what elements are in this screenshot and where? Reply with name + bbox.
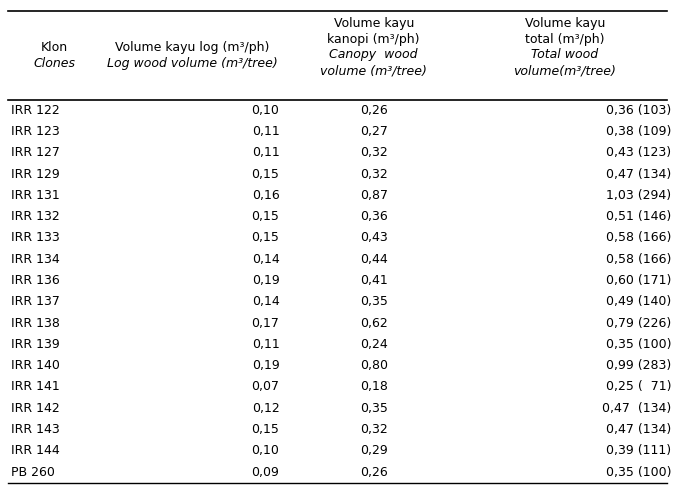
Text: 0,32: 0,32 bbox=[360, 146, 387, 160]
Text: 0,35: 0,35 bbox=[360, 295, 387, 308]
Text: 0,27: 0,27 bbox=[360, 125, 387, 138]
Text: 0,62: 0,62 bbox=[360, 317, 387, 329]
Text: 0,10: 0,10 bbox=[252, 445, 279, 457]
Text: 0,35 (100): 0,35 (100) bbox=[606, 338, 672, 351]
Text: 0,60 (171): 0,60 (171) bbox=[606, 274, 672, 287]
Text: 0,14: 0,14 bbox=[252, 253, 279, 266]
Text: 0,43: 0,43 bbox=[360, 232, 387, 245]
Text: 0,87: 0,87 bbox=[360, 189, 387, 202]
Text: 0,29: 0,29 bbox=[360, 445, 387, 457]
Text: 0,15: 0,15 bbox=[252, 210, 279, 223]
Text: 0,79 (226): 0,79 (226) bbox=[606, 317, 672, 329]
Text: 0,09: 0,09 bbox=[252, 466, 279, 479]
Text: 0,12: 0,12 bbox=[252, 402, 279, 415]
Text: 0,15: 0,15 bbox=[252, 167, 279, 181]
Text: IRR 129: IRR 129 bbox=[11, 167, 60, 181]
Text: IRR 133: IRR 133 bbox=[11, 232, 60, 245]
Text: IRR 134: IRR 134 bbox=[11, 253, 60, 266]
Text: IRR 127: IRR 127 bbox=[11, 146, 60, 160]
Text: IRR 132: IRR 132 bbox=[11, 210, 60, 223]
Text: volume (m³/tree): volume (m³/tree) bbox=[321, 64, 427, 77]
Text: 0,19: 0,19 bbox=[252, 274, 279, 287]
Text: 0,58 (166): 0,58 (166) bbox=[606, 232, 672, 245]
Text: 0,35 (100): 0,35 (100) bbox=[606, 466, 672, 479]
Text: 0,35: 0,35 bbox=[360, 402, 387, 415]
Text: volume(m³/tree): volume(m³/tree) bbox=[514, 64, 616, 77]
Text: 0,99 (283): 0,99 (283) bbox=[606, 359, 672, 372]
Text: 0,10: 0,10 bbox=[252, 104, 279, 117]
Text: IRR 139: IRR 139 bbox=[11, 338, 60, 351]
Text: IRR 138: IRR 138 bbox=[11, 317, 60, 329]
Text: 0,47 (134): 0,47 (134) bbox=[606, 423, 672, 436]
Text: 1,03 (294): 1,03 (294) bbox=[606, 189, 672, 202]
Text: 0,38 (109): 0,38 (109) bbox=[606, 125, 672, 138]
Text: Volume kayu: Volume kayu bbox=[333, 17, 414, 30]
Text: 0,11: 0,11 bbox=[252, 146, 279, 160]
Text: PB 260: PB 260 bbox=[11, 466, 55, 479]
Text: 0,18: 0,18 bbox=[360, 380, 387, 394]
Text: 0,16: 0,16 bbox=[252, 189, 279, 202]
Text: Volume kayu log (m³/ph): Volume kayu log (m³/ph) bbox=[115, 41, 270, 54]
Text: IRR 144: IRR 144 bbox=[11, 445, 60, 457]
Text: Total wood: Total wood bbox=[531, 48, 598, 61]
Text: 0,17: 0,17 bbox=[252, 317, 279, 329]
Text: IRR 136: IRR 136 bbox=[11, 274, 60, 287]
Text: 0,24: 0,24 bbox=[360, 338, 387, 351]
Text: 0,15: 0,15 bbox=[252, 423, 279, 436]
Text: 0,47  (134): 0,47 (134) bbox=[602, 402, 672, 415]
Text: 0,80: 0,80 bbox=[360, 359, 387, 372]
Text: 0,51 (146): 0,51 (146) bbox=[606, 210, 672, 223]
Text: 0,36 (103): 0,36 (103) bbox=[606, 104, 672, 117]
Text: 0,41: 0,41 bbox=[360, 274, 387, 287]
Text: 0,49 (140): 0,49 (140) bbox=[606, 295, 672, 308]
Text: 0,26: 0,26 bbox=[360, 104, 387, 117]
Text: Clones: Clones bbox=[33, 57, 75, 70]
Text: 0,19: 0,19 bbox=[252, 359, 279, 372]
Text: 0,26: 0,26 bbox=[360, 466, 387, 479]
Text: 0,25 (  71): 0,25 ( 71) bbox=[606, 380, 672, 394]
Text: 0,47 (134): 0,47 (134) bbox=[606, 167, 672, 181]
Text: total (m³/ph): total (m³/ph) bbox=[525, 33, 605, 46]
Text: 0,15: 0,15 bbox=[252, 232, 279, 245]
Text: IRR 137: IRR 137 bbox=[11, 295, 60, 308]
Text: Volume kayu: Volume kayu bbox=[524, 17, 605, 30]
Text: 0,11: 0,11 bbox=[252, 125, 279, 138]
Text: IRR 140: IRR 140 bbox=[11, 359, 60, 372]
Text: 0,36: 0,36 bbox=[360, 210, 387, 223]
Text: Canopy  wood: Canopy wood bbox=[329, 48, 418, 61]
Text: 0,58 (166): 0,58 (166) bbox=[606, 253, 672, 266]
Text: 0,44: 0,44 bbox=[360, 253, 387, 266]
Text: IRR 142: IRR 142 bbox=[11, 402, 60, 415]
Text: Log wood volume (m³/tree): Log wood volume (m³/tree) bbox=[107, 57, 278, 70]
Text: IRR 131: IRR 131 bbox=[11, 189, 60, 202]
Text: IRR 123: IRR 123 bbox=[11, 125, 60, 138]
Text: 0,32: 0,32 bbox=[360, 167, 387, 181]
Text: IRR 141: IRR 141 bbox=[11, 380, 60, 394]
Text: kanopi (m³/ph): kanopi (m³/ph) bbox=[327, 33, 420, 46]
Text: 0,43 (123): 0,43 (123) bbox=[606, 146, 672, 160]
Text: IRR 143: IRR 143 bbox=[11, 423, 60, 436]
Text: 0,11: 0,11 bbox=[252, 338, 279, 351]
Text: 0,39 (111): 0,39 (111) bbox=[606, 445, 672, 457]
Text: IRR 122: IRR 122 bbox=[11, 104, 60, 117]
Text: Klon: Klon bbox=[40, 41, 68, 54]
Text: 0,32: 0,32 bbox=[360, 423, 387, 436]
Text: 0,07: 0,07 bbox=[251, 380, 279, 394]
Text: 0,14: 0,14 bbox=[252, 295, 279, 308]
